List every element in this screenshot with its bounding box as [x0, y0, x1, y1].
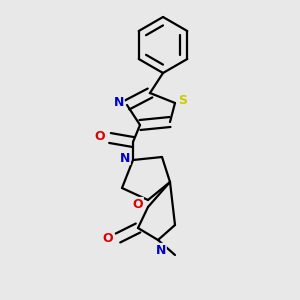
- Text: N: N: [120, 152, 130, 164]
- Text: O: O: [103, 232, 113, 245]
- Text: N: N: [114, 97, 124, 110]
- Text: O: O: [133, 197, 143, 211]
- Text: N: N: [156, 244, 166, 256]
- Text: O: O: [95, 130, 105, 142]
- Text: S: S: [178, 94, 188, 106]
